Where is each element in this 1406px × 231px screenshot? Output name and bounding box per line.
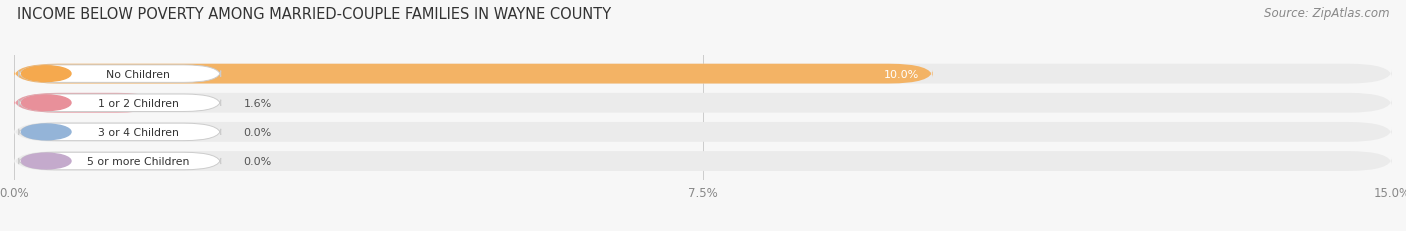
Text: 1 or 2 Children: 1 or 2 Children [97,98,179,108]
Text: 0.0%: 0.0% [243,127,271,137]
FancyBboxPatch shape [14,94,162,113]
Text: 1.6%: 1.6% [243,98,271,108]
FancyBboxPatch shape [18,153,221,170]
FancyBboxPatch shape [18,95,221,112]
FancyBboxPatch shape [14,64,1392,84]
Circle shape [21,95,72,111]
Text: 0.0%: 0.0% [243,156,271,166]
Circle shape [21,125,72,140]
Text: 5 or more Children: 5 or more Children [87,156,190,166]
Text: No Children: No Children [105,69,170,79]
Text: INCOME BELOW POVERTY AMONG MARRIED-COUPLE FAMILIES IN WAYNE COUNTY: INCOME BELOW POVERTY AMONG MARRIED-COUPL… [17,7,612,22]
FancyBboxPatch shape [14,64,932,84]
Text: 3 or 4 Children: 3 or 4 Children [97,127,179,137]
Circle shape [21,67,72,82]
Text: Source: ZipAtlas.com: Source: ZipAtlas.com [1264,7,1389,20]
FancyBboxPatch shape [14,152,1392,171]
Text: 10.0%: 10.0% [883,69,920,79]
FancyBboxPatch shape [18,66,221,83]
FancyBboxPatch shape [14,122,1392,142]
Circle shape [21,153,72,169]
FancyBboxPatch shape [18,124,221,141]
FancyBboxPatch shape [14,94,1392,113]
